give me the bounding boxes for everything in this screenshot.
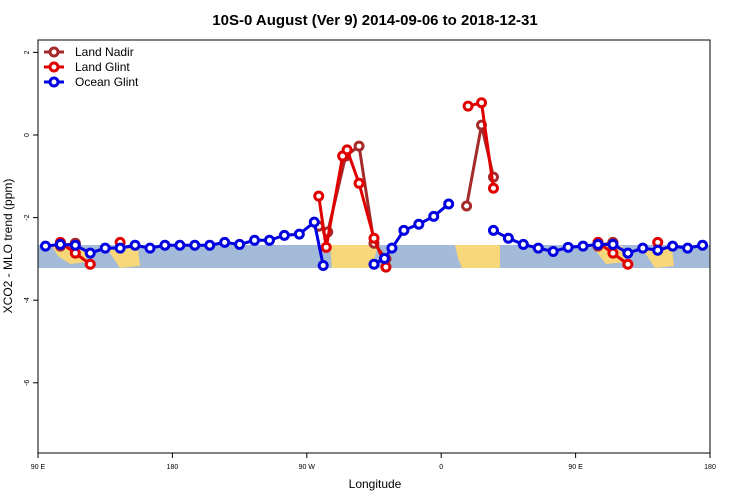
point <box>189 239 201 251</box>
point <box>637 242 649 254</box>
y-tick-label: -2 <box>24 214 31 220</box>
point <box>502 232 514 244</box>
y-tick-label: 2 <box>24 50 31 54</box>
point <box>577 240 589 252</box>
point <box>219 236 231 248</box>
point <box>129 239 141 251</box>
y-tick-label: -6 <box>24 380 31 386</box>
point <box>293 228 305 240</box>
point <box>487 224 499 236</box>
point <box>84 247 96 259</box>
point <box>99 242 111 254</box>
point <box>263 234 275 246</box>
point <box>249 234 261 246</box>
x-tick-label: 90 E <box>568 464 583 471</box>
point <box>398 224 410 236</box>
legend-label: Ocean Glint <box>75 75 139 89</box>
point <box>476 97 488 109</box>
land <box>108 248 140 268</box>
point <box>517 238 529 250</box>
point <box>368 258 380 270</box>
point <box>368 232 380 244</box>
point <box>607 247 619 259</box>
legend-label: Land Glint <box>75 60 130 74</box>
point <box>278 229 290 241</box>
y-tick-label: -4 <box>24 297 31 303</box>
point <box>341 144 353 156</box>
point <box>353 177 365 189</box>
legend-label: Land Nadir <box>75 45 134 59</box>
land <box>643 248 674 268</box>
point <box>622 258 634 270</box>
point <box>652 244 664 256</box>
y-axis-label: XCO2 - MLO trend (ppm) <box>1 179 15 314</box>
chart-title: 10S-0 August (Ver 9) 2014-09-06 to 2018-… <box>212 12 537 29</box>
point <box>413 218 425 230</box>
legend-marker <box>48 46 60 58</box>
point <box>159 239 171 251</box>
land <box>455 245 500 268</box>
x-axis-label: Longitude <box>349 477 402 491</box>
y-tick-label: 0 <box>24 133 31 137</box>
x-tick-label: 90 W <box>299 464 316 471</box>
point <box>317 259 329 271</box>
x-tick-label: 0 <box>439 464 443 471</box>
point <box>386 242 398 254</box>
point <box>69 239 81 251</box>
point <box>532 242 544 254</box>
point <box>428 210 440 222</box>
point <box>174 239 186 251</box>
point <box>378 252 390 264</box>
point <box>592 238 604 250</box>
point <box>443 198 455 210</box>
point <box>204 239 216 251</box>
point <box>697 239 709 251</box>
x-tick-label: 90 E <box>31 464 46 471</box>
point <box>682 242 694 254</box>
point <box>39 240 51 252</box>
point <box>667 240 679 252</box>
x-tick-label: 180 <box>167 464 179 471</box>
point <box>144 242 156 254</box>
point <box>607 238 619 250</box>
point <box>462 100 474 112</box>
plot-frame <box>37 39 711 454</box>
point <box>562 241 574 253</box>
point <box>622 247 634 259</box>
point <box>353 140 365 152</box>
land <box>330 245 378 268</box>
point <box>487 182 499 194</box>
point <box>114 242 126 254</box>
point <box>380 261 392 273</box>
point <box>308 216 320 228</box>
legend-marker <box>48 61 60 73</box>
legend-marker <box>48 76 60 88</box>
point <box>84 258 96 270</box>
point <box>320 241 332 253</box>
point <box>234 238 246 250</box>
point <box>547 245 559 257</box>
x-tick-label: 180 <box>704 464 716 471</box>
point <box>54 238 66 250</box>
point <box>313 190 325 202</box>
point <box>461 200 473 212</box>
